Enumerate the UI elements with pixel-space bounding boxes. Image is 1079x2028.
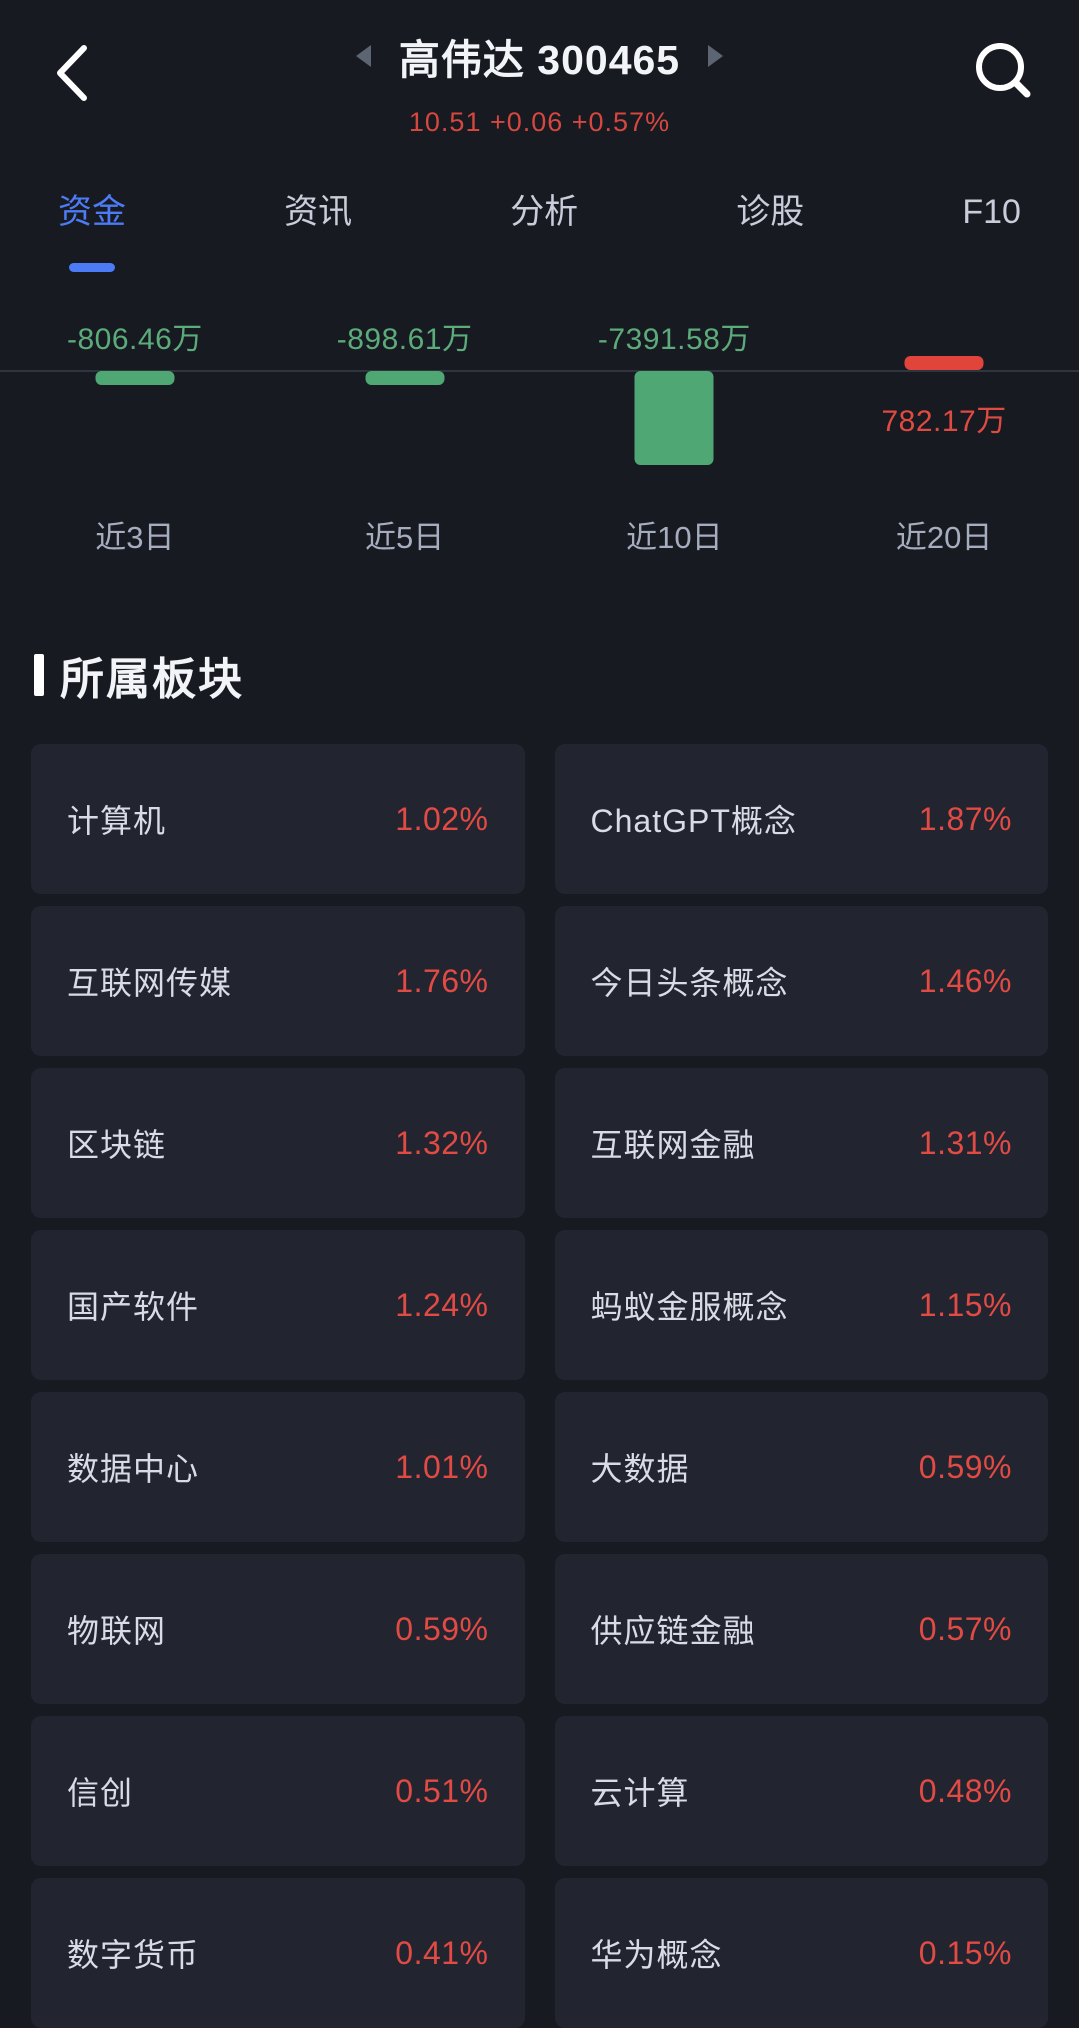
sector-tile[interactable]: 供应链金融 0.57% [554, 1554, 1048, 1704]
sector-tile[interactable]: 数字货币 0.41% [31, 1878, 525, 2028]
section-header: 所属板块 [34, 649, 1079, 704]
sector-tile[interactable]: 互联网传媒 1.76% [31, 906, 525, 1056]
active-tab-underline [69, 263, 115, 272]
tab-label: 资金 [58, 193, 126, 231]
fund-flow-bar [904, 356, 984, 370]
sector-name: ChatGPT概念 [590, 803, 797, 839]
sector-name: 大数据 [590, 1451, 690, 1487]
tab-label: 资讯 [284, 193, 353, 231]
sector-change: 0.57% [918, 1610, 1012, 1647]
fund-flow-value: -7391.58万 [597, 323, 751, 356]
sector-tile[interactable]: 蚂蚁金服概念 1.15% [554, 1230, 1048, 1380]
price-quote: 10.51 +0.06 +0.57% [408, 107, 671, 137]
title-row: 高伟达 300465 [0, 30, 1079, 83]
fund-flow-period: 近20日 [895, 520, 993, 555]
tab-label: 诊股 [736, 193, 805, 231]
tab-bar: 资金 资讯 分析 诊股 F10 [0, 192, 1079, 272]
header: 高伟达 300465 10.51 +0.06 +0.57% [0, 0, 1079, 142]
sector-tile[interactable]: 计算机 1.02% [31, 744, 525, 894]
chart-columns: -806.46万 近3日 -898.61万 近5日 -7391.58万 近10日 782.1… [0, 272, 1079, 555]
fund-flow-column: -898.61万 近5日 [270, 272, 540, 555]
fund-flow-bar [365, 371, 445, 385]
sector-tile[interactable]: ChatGPT概念 1.87% [554, 744, 1048, 894]
sector-name: 物联网 [67, 1613, 167, 1649]
tab-analysis[interactable]: 分析 [510, 192, 578, 272]
sector-name: 蚂蚁金服概念 [590, 1289, 789, 1325]
sector-change: 0.59% [395, 1610, 489, 1647]
sector-tile[interactable]: 国产软件 1.24% [31, 1230, 525, 1380]
sector-name: 供应链金融 [590, 1613, 756, 1649]
sector-name: 互联网传媒 [67, 965, 233, 1001]
fund-flow-column: 782.17万 近20日 [809, 272, 1079, 555]
sector-name: 信创 [67, 1775, 134, 1811]
back-button[interactable] [52, 42, 92, 104]
sector-tile[interactable]: 云计算 0.48% [554, 1716, 1048, 1866]
tab-label: 分析 [510, 193, 579, 231]
sector-grid: 计算机 1.02% ChatGPT概念 1.87% 互联网传媒 1.76% 今日头条概念 1.… [0, 744, 1079, 2028]
sector-change: 1.32% [395, 1124, 489, 1161]
sector-tile[interactable]: 区块链 1.32% [31, 1068, 525, 1218]
back-icon [52, 45, 92, 108]
tab-diagnosis[interactable]: 诊股 [736, 192, 804, 272]
section-title: 所属板块 [60, 655, 244, 704]
sector-change: 1.87% [918, 800, 1012, 837]
sector-name: 计算机 [67, 803, 167, 839]
sector-change: 0.15% [918, 1934, 1012, 1971]
tab-funds[interactable]: 资金 [58, 192, 126, 272]
sector-change: 1.31% [918, 1124, 1012, 1161]
fund-flow-period: 近3日 [95, 520, 175, 555]
sector-change: 1.46% [918, 962, 1012, 999]
fund-flow-period: 近5日 [365, 520, 445, 555]
sector-tile[interactable]: 物联网 0.59% [31, 1554, 525, 1704]
tab-label: F10 [962, 193, 1021, 231]
fund-flow-bar [95, 371, 175, 385]
stock-title: 高伟达 300465 [398, 37, 681, 83]
sector-change: 1.02% [395, 800, 489, 837]
tab-news[interactable]: 资讯 [284, 192, 352, 272]
fund-flow-column: -806.46万 近3日 [0, 272, 270, 555]
fund-flow-value: -806.46万 [67, 323, 203, 356]
sector-change: 1.24% [395, 1286, 489, 1323]
sector-change: 0.59% [918, 1448, 1012, 1485]
sector-tile[interactable]: 今日头条概念 1.46% [554, 906, 1048, 1056]
fund-flow-period: 近10日 [626, 520, 723, 555]
sector-name: 数字货币 [67, 1937, 200, 1973]
sector-name: 区块链 [67, 1127, 167, 1163]
sector-tile[interactable]: 数据中心 1.01% [31, 1392, 525, 1542]
sector-change: 0.48% [918, 1772, 1012, 1809]
sector-change: 1.01% [395, 1448, 489, 1485]
next-stock-icon[interactable] [708, 45, 724, 67]
sector-name: 国产软件 [67, 1289, 200, 1325]
sector-name: 云计算 [590, 1775, 690, 1811]
search-icon [973, 43, 1035, 106]
sector-tile[interactable]: 华为概念 0.15% [554, 1878, 1048, 2028]
fund-flow-value: 782.17万 [881, 405, 1007, 438]
sector-change: 1.76% [395, 962, 489, 999]
sector-change: 1.15% [918, 1286, 1012, 1323]
fund-flow-value: -898.61万 [336, 323, 473, 356]
fund-flow-bar [634, 371, 714, 465]
tab-f10[interactable]: F10 [962, 192, 1021, 272]
sector-name: 数据中心 [67, 1451, 200, 1487]
sector-change: 0.41% [395, 1934, 489, 1971]
sector-name: 互联网金融 [590, 1127, 756, 1163]
search-button[interactable] [973, 40, 1035, 102]
sector-name: 今日头条概念 [590, 965, 789, 1001]
sector-tile[interactable]: 大数据 0.59% [554, 1392, 1048, 1542]
fund-flow-chart: -806.46万 近3日 -898.61万 近5日 -7391.58万 近10日 782.1… [0, 272, 1079, 555]
chart-baseline [0, 370, 1079, 372]
sector-tile[interactable]: 互联网金融 1.31% [554, 1068, 1048, 1218]
sector-tile[interactable]: 信创 0.51% [31, 1716, 525, 1866]
section-accent-bar [34, 654, 44, 696]
sector-name: 华为概念 [590, 1937, 723, 1973]
sector-change: 0.51% [395, 1772, 489, 1809]
fund-flow-column: -7391.58万 近10日 [540, 272, 810, 555]
prev-stock-icon[interactable] [355, 45, 371, 67]
